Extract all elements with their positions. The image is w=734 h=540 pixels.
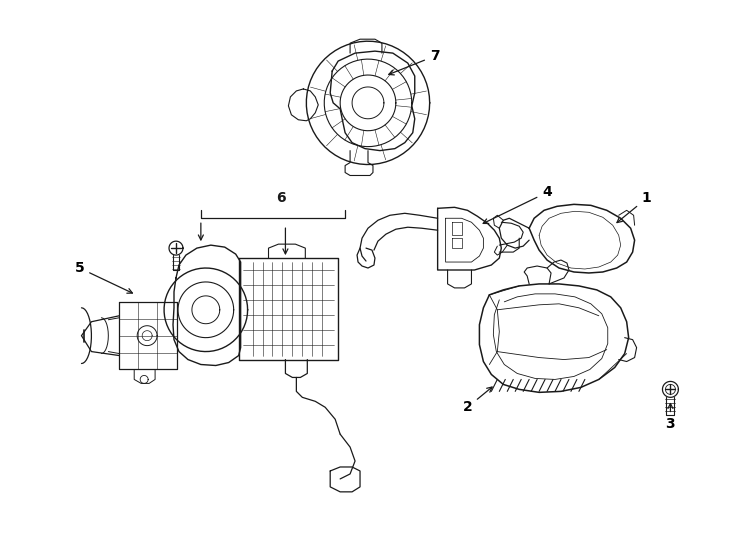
Text: 6: 6 xyxy=(276,191,286,205)
Text: 7: 7 xyxy=(389,49,440,75)
Text: 3: 3 xyxy=(666,403,675,431)
Text: 1: 1 xyxy=(617,191,652,222)
Text: 2: 2 xyxy=(462,387,492,414)
Text: 4: 4 xyxy=(483,185,552,224)
Text: 5: 5 xyxy=(75,261,132,293)
